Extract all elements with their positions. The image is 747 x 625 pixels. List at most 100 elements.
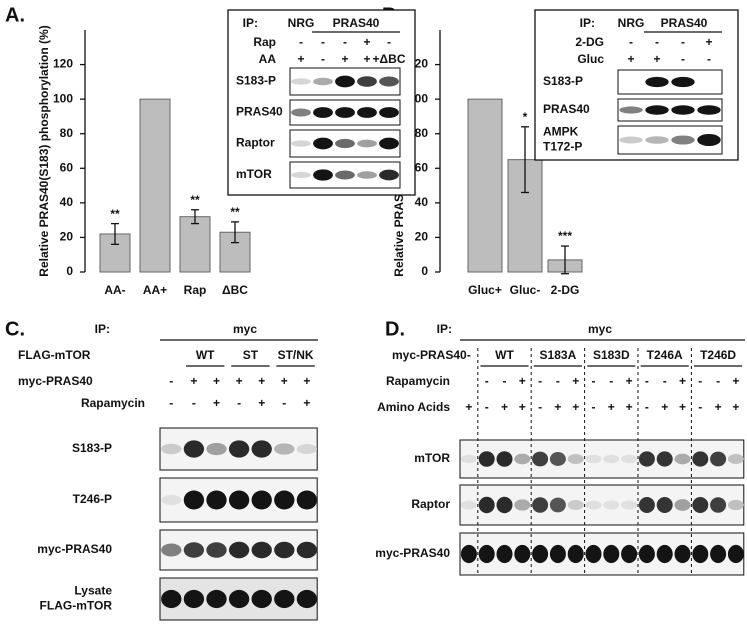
label: - (237, 396, 241, 410)
label: Rap (253, 35, 276, 49)
band (619, 106, 643, 114)
label: - (655, 35, 659, 49)
band (274, 589, 295, 609)
band (460, 454, 477, 464)
label: - (716, 374, 720, 388)
band (274, 541, 295, 559)
band (727, 544, 744, 564)
label: + (572, 400, 579, 414)
band (206, 589, 227, 609)
band (656, 544, 673, 564)
label: - (556, 374, 560, 388)
band (567, 500, 584, 510)
label: - (609, 374, 613, 388)
label: - (698, 374, 702, 388)
band (313, 137, 333, 150)
error-bar (231, 221, 239, 244)
label: - (663, 374, 667, 388)
label: + (653, 52, 660, 66)
band (656, 497, 673, 513)
band (671, 76, 695, 88)
label: 2-DG (575, 35, 604, 49)
label: + (341, 52, 348, 66)
label: A. (5, 4, 25, 26)
label: + (572, 374, 579, 388)
label: - (169, 374, 173, 388)
band (460, 500, 477, 510)
label: mTOR (414, 451, 450, 465)
label: ** (110, 207, 120, 221)
label: AMPK (543, 125, 579, 139)
label: - (343, 35, 347, 49)
label: WT (495, 348, 514, 362)
band (671, 135, 695, 145)
band (603, 500, 620, 510)
label: Rapamycin (81, 396, 145, 410)
label: IP: (243, 16, 258, 30)
label: 80 (60, 126, 74, 140)
band (496, 451, 513, 467)
label: NRG (618, 16, 645, 30)
label: 60 (60, 160, 74, 174)
label: - (592, 374, 596, 388)
label: + (519, 374, 526, 388)
error-bar (191, 209, 199, 225)
label: + (213, 396, 220, 410)
label: + (627, 52, 634, 66)
band (296, 589, 318, 609)
blot (617, 69, 723, 95)
label: 2-DG (551, 283, 580, 297)
label: - (707, 52, 711, 66)
label: myc-PRAS40 (18, 374, 93, 388)
label: myc (588, 322, 612, 336)
bar (179, 216, 211, 273)
label: PRAS40 (333, 16, 380, 30)
band (335, 75, 355, 88)
bar (507, 159, 543, 273)
label: + (303, 396, 310, 410)
label: D. (385, 318, 405, 340)
band (621, 454, 638, 464)
band (161, 543, 182, 557)
band (514, 499, 531, 511)
band (549, 544, 566, 564)
label: - (592, 400, 596, 414)
label: + (363, 52, 370, 66)
label: + (281, 374, 288, 388)
band (296, 444, 318, 454)
label: + (732, 400, 739, 414)
band (692, 497, 709, 513)
bar (139, 98, 171, 273)
label: 120 (53, 57, 73, 71)
error-bar (561, 245, 569, 275)
label: AA+ (143, 283, 167, 297)
band (478, 496, 495, 514)
label: + (608, 400, 615, 414)
label: Gluc+ (468, 283, 502, 297)
label: + (213, 374, 220, 388)
label: IP: (580, 16, 595, 30)
label: - (387, 35, 391, 49)
label: myc-PRAS40 (375, 546, 450, 560)
band (532, 544, 549, 564)
band (274, 443, 295, 455)
label: S183-P (236, 74, 276, 88)
label: S183-P (543, 74, 583, 88)
band (621, 544, 638, 564)
label: ** (230, 205, 240, 219)
label: C. (5, 318, 25, 340)
label: Gluc- (510, 283, 541, 297)
band (585, 454, 602, 464)
label: +ΔBC (373, 52, 406, 66)
label: - (629, 35, 633, 49)
band (645, 105, 669, 115)
label: T246D (700, 348, 736, 362)
label: - (538, 374, 542, 388)
band (674, 499, 691, 511)
label: WT (196, 348, 215, 362)
band (357, 76, 377, 87)
band (183, 542, 205, 558)
label: Relative PRAS40(S183) phosphorylation (%… (37, 25, 51, 276)
label: Raptor (411, 497, 450, 511)
